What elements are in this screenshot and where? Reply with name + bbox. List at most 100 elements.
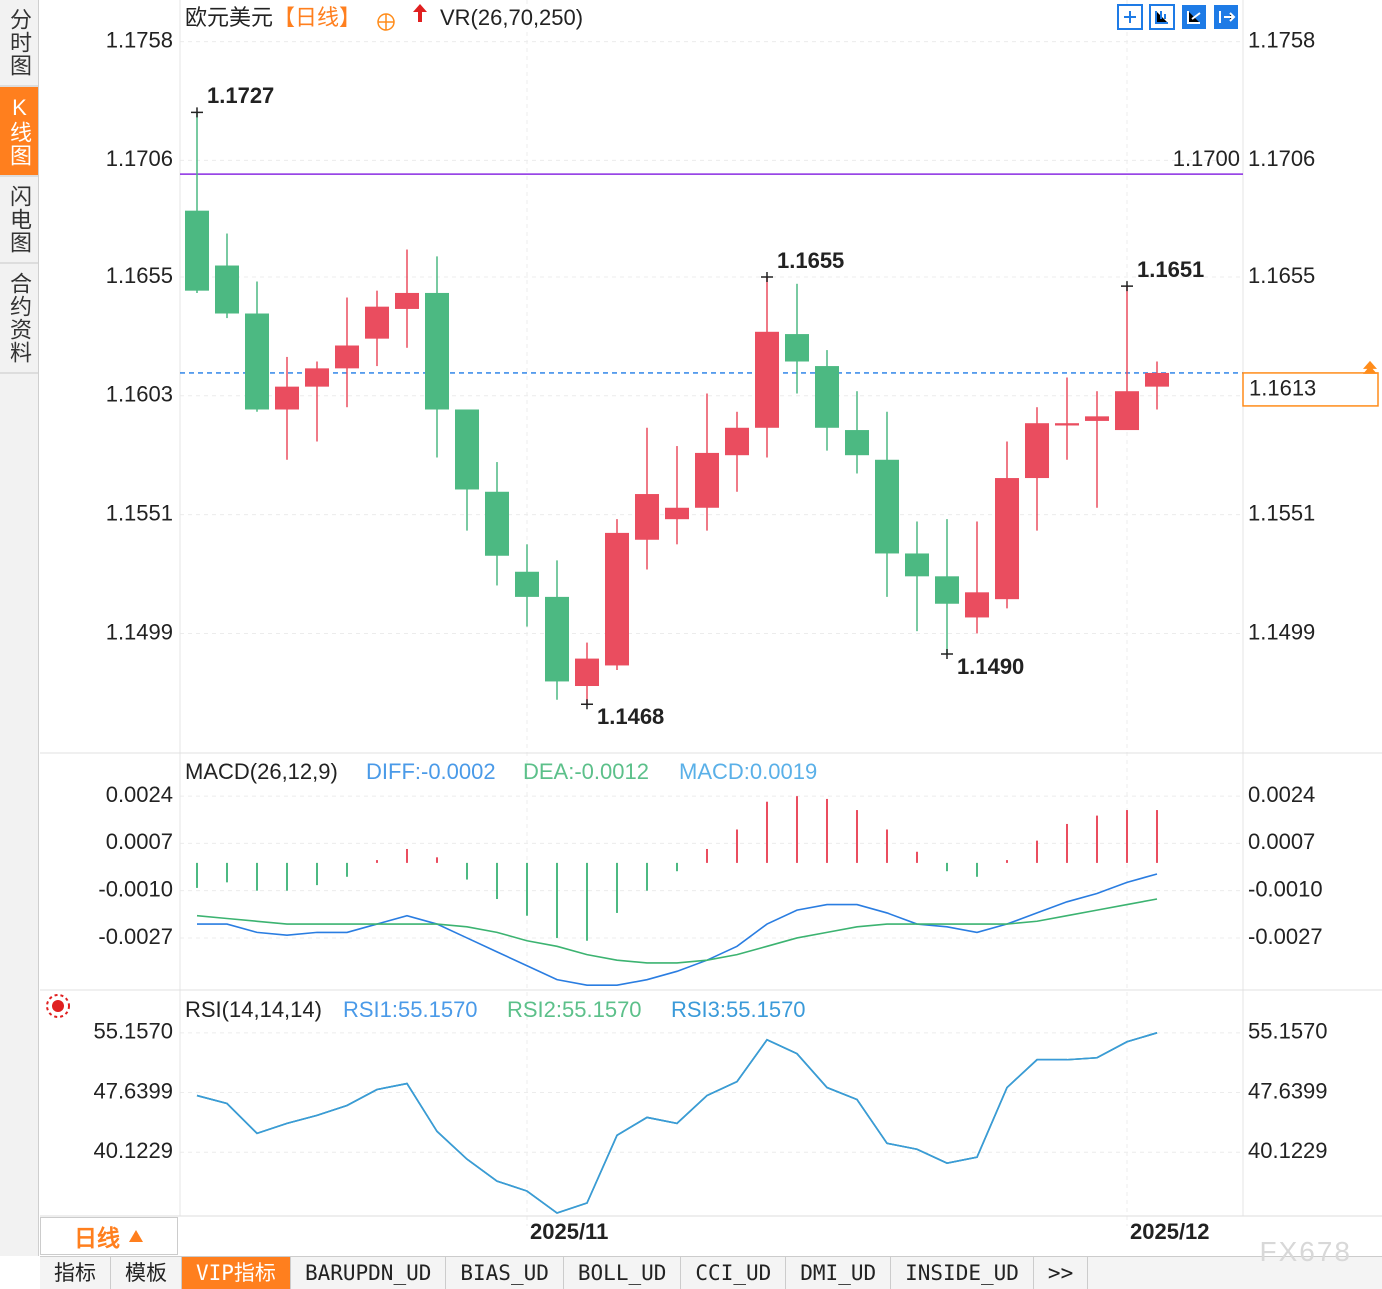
toolbar-tab[interactable]: DMI_UD [786,1257,892,1289]
last-price-box [1242,372,1379,407]
candle-body [815,366,839,428]
last-price-label: 1.1613 [1249,376,1316,401]
grid [180,0,1243,1226]
y-tick-label: -0.0027 [98,924,173,949]
header-icons [377,4,427,31]
candle-body [455,409,479,490]
toolbar-tab[interactable]: BOLL_UD [564,1257,682,1289]
toolbar-icons[interactable] [1117,4,1238,30]
series-line [197,873,1158,987]
high-label: 1.1651 [1137,257,1204,282]
toolbar-tab[interactable]: CCI_UD [681,1257,787,1289]
legend-entry: DIFF:-0.0002 [366,759,496,784]
y-tick-label: 0.0024 [106,782,173,807]
y-tick-label: 40.1229 [93,1138,173,1163]
sidebar: 分时图 K线图 闪电图 合约资料 [0,0,39,1256]
rsi-header: RSI(14,14,14) RSI1:55.1570 RSI2:55.1570 RSI… [185,997,806,1022]
candle-body [575,658,599,687]
toolbar-tab[interactable]: 指标 [40,1257,111,1289]
y-tick-label: 1.1603 [106,382,173,407]
y-tick-label-right: 40.1229 [1248,1138,1328,1163]
y-tick-label-right: 1.1706 [1248,146,1315,171]
toolbar-tab[interactable]: BIAS_UD [446,1257,564,1289]
settings-icon[interactable] [46,994,70,1018]
price-header: 欧元美元【日线】 VR(26,70,250) [185,5,583,30]
low-marker [941,649,953,660]
candle-body [785,334,809,362]
y-tick-label-right: 1.1551 [1248,500,1315,525]
low-marker [581,699,593,710]
low-label: 1.1490 [957,654,1024,679]
macd-header: MACD(26,12,9) DIFF:-0.0002 DEA:-0.0012 MACD… [185,759,817,784]
candle-body [935,576,959,604]
toolbar-tab[interactable]: 模板 [111,1257,182,1289]
candle-body [395,292,419,309]
candle-body [185,210,209,291]
chart-bg [40,0,1382,1256]
toolbar-tab[interactable]: >> [1034,1257,1089,1289]
y-tick-label: 0.0007 [106,829,173,854]
sidebar-tab[interactable]: 合约资料 [0,264,38,374]
high-label: 1.1655 [777,248,844,273]
y-tick-label-right: 1.1655 [1248,263,1315,288]
high-marker [1121,281,1133,292]
y-tick-label-right: 1.1499 [1248,619,1315,644]
y-tick-label-right: -0.0010 [1248,876,1323,901]
toolbar-tab[interactable]: BARUPDN_UD [291,1257,447,1289]
y-tick-label-right: 0.0024 [1248,782,1315,807]
toolbar-tab[interactable]: INSIDE_UD [891,1257,1034,1289]
y-tick-label-right: 47.6399 [1248,1078,1328,1103]
last-price-arrow [1363,360,1377,374]
candle-body [215,265,239,314]
period-text: 日线 [74,1225,120,1251]
toolbar-tab[interactable]: VIP指标 [182,1257,291,1289]
symbol-title: 欧元美元 [185,5,273,30]
legend-entry: MACD:0.0019 [679,759,817,784]
period-button[interactable]: 日线 [40,1217,178,1255]
legend-entry: RSI2:55.1570 [507,997,642,1022]
candle-body [995,478,1019,600]
indicator-toolbar: 指标 模板 VIP指标 BARUPDN_UD BIAS_UD BOLL_UD CCI_UD D… [40,1256,1382,1289]
candle-body [755,331,779,428]
high-marker [761,271,773,282]
series-line [196,898,1158,964]
candle-body [605,532,629,666]
legend-entry: RSI3:55.1570 [671,997,806,1022]
x-tick-label: 2025/11 [530,1219,608,1244]
sidebar-tab[interactable]: K线图 [0,87,38,177]
candle-body [665,507,689,520]
candle-body [845,430,869,456]
legend-entry: DEA:-0.0012 [523,759,649,784]
chart: 欧元美元【日线】 VR(26,70,250) MACD(26,12,9) DIFF:… [40,0,1382,1256]
y-tick-label: 1.1706 [106,146,173,171]
candle-body [905,553,929,577]
candle-body [1025,423,1049,479]
candle-body [485,491,509,556]
y-tick-label: -0.0010 [98,876,173,901]
indicator-label: VR(26,70,250) [440,5,583,30]
y-tick-label: 47.6399 [93,1078,173,1103]
macd-title: MACD(26,12,9) [185,759,338,784]
candle-body [365,306,389,339]
plot: 1.1758 1.1758 1.1706 1.1706 1.1655 1.1655 1.16… [93,27,1379,1244]
low-label: 1.1468 [597,704,664,729]
period-label: 【日线】 [273,5,361,30]
y-tick-label-right: 1.1758 [1248,27,1315,52]
candle-body [1145,372,1169,387]
candle-body [635,494,659,540]
sidebar-tab[interactable]: 分时图 [0,0,38,87]
legend-entry: RSI1:55.1570 [343,997,478,1022]
y-tick-label: 1.1499 [106,619,173,644]
candle-body [245,313,269,410]
y-tick-label-right: 55.1570 [1248,1019,1328,1044]
high-label: 1.1727 [207,83,274,108]
y-tick-label: 1.1758 [106,27,173,52]
sidebar-tab[interactable]: 闪电图 [0,177,38,264]
candle-body [875,459,899,554]
y-tick-label-right: -0.0027 [1248,924,1323,949]
x-tick-label: 2025/12 [1130,1219,1210,1244]
y-tick-label: 1.1655 [106,263,173,288]
y-tick-label: 55.1570 [93,1019,173,1044]
watermark: FX678 [1259,1236,1352,1267]
